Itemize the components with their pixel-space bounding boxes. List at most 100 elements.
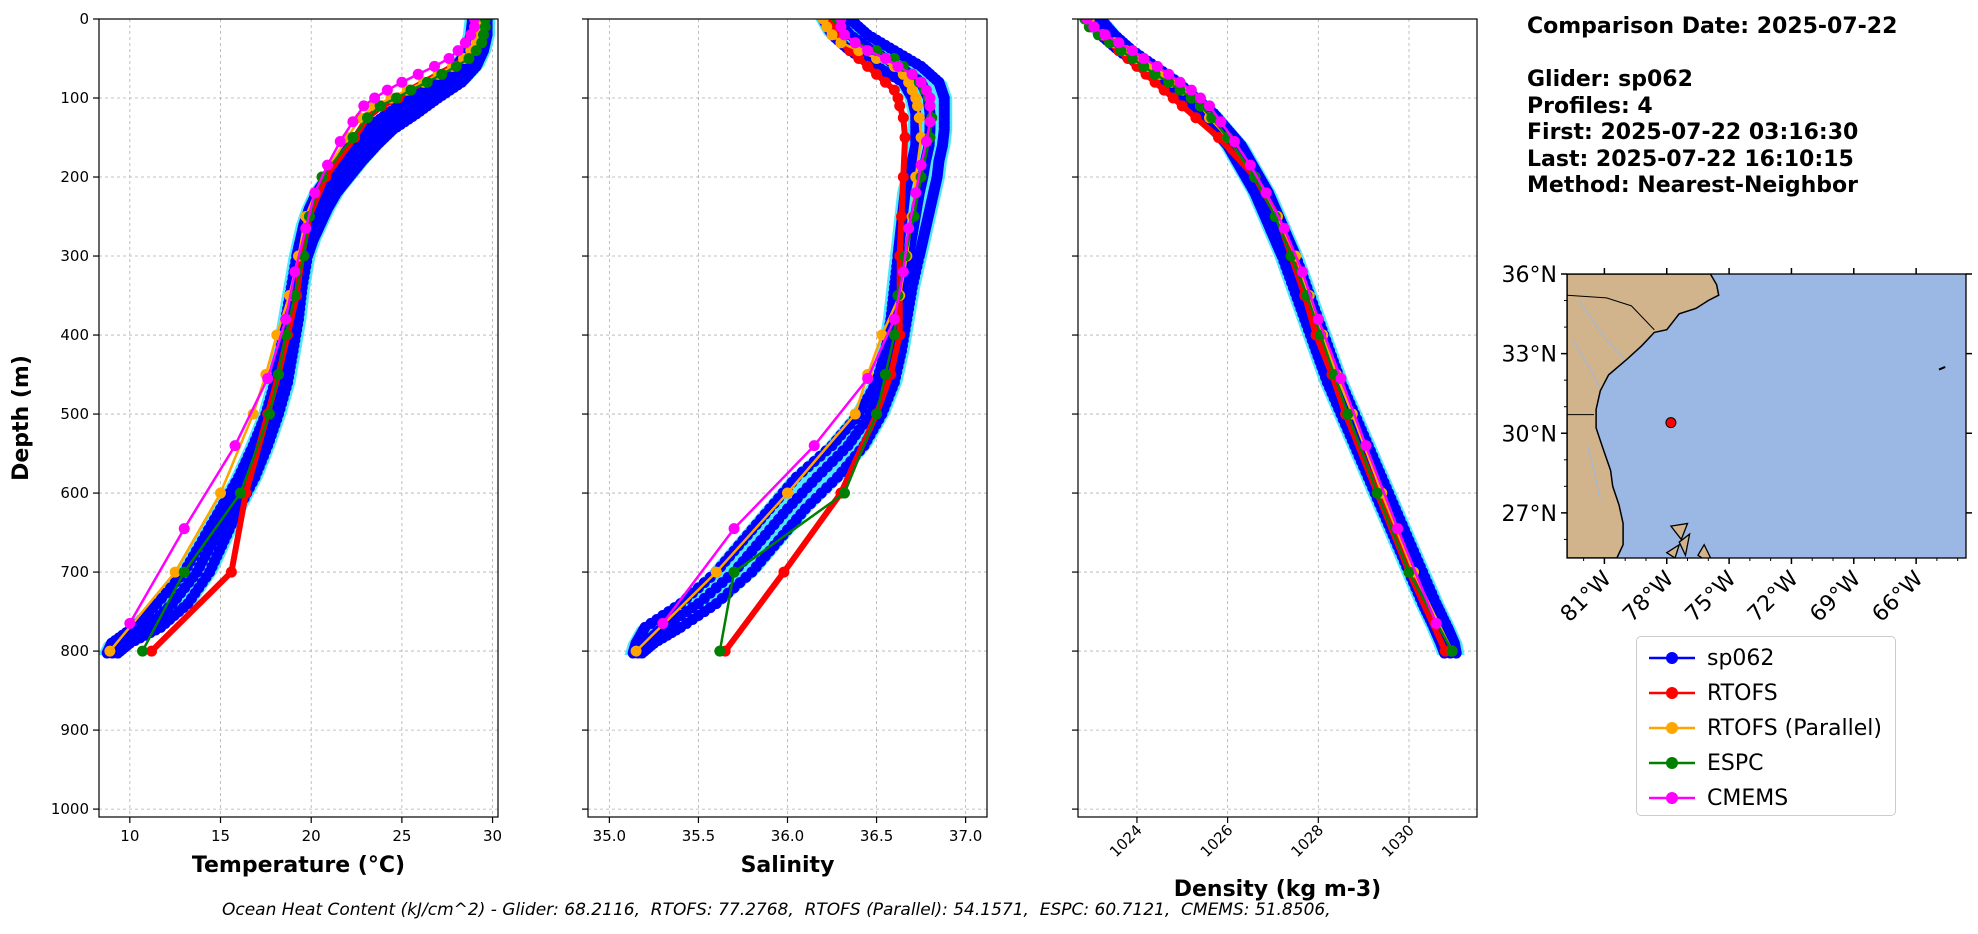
series-point xyxy=(322,159,334,171)
series-point xyxy=(1163,68,1175,80)
lat-tick-label: 27°N xyxy=(1502,502,1557,527)
series-point xyxy=(1088,21,1100,33)
map-frame xyxy=(1566,273,1967,559)
x-tick-label: 37.0 xyxy=(949,827,982,845)
lat-tick-label: 33°N xyxy=(1502,343,1557,368)
series-point xyxy=(808,440,820,452)
profile-count: Profiles: 4 xyxy=(1527,93,1653,119)
lon-tick-label: 72°W xyxy=(1743,566,1804,627)
series-point xyxy=(1081,19,1093,25)
series-point xyxy=(1215,116,1227,128)
map-area xyxy=(1567,274,1966,558)
y-tick-label: 400 xyxy=(60,326,89,344)
series-point xyxy=(1190,112,1202,124)
series-point xyxy=(137,645,149,657)
series-point xyxy=(470,45,482,57)
series-point xyxy=(234,487,246,499)
legend-label: sp062 xyxy=(1707,645,1775,671)
series-point xyxy=(853,53,865,65)
series-point xyxy=(263,408,275,420)
series-point xyxy=(262,372,274,384)
series-point xyxy=(906,68,918,80)
series-point xyxy=(443,53,455,65)
legend-swatch-sp062 xyxy=(1649,652,1695,664)
y-tick-label: 500 xyxy=(60,405,89,423)
y-tick-label: 100 xyxy=(60,89,89,107)
series-point xyxy=(849,408,861,420)
legend: sp062 RTOFS RTOFS (Parallel) ESPC CMEMS xyxy=(1636,636,1896,816)
legend-swatch-cmems xyxy=(1649,792,1695,804)
series-point xyxy=(104,645,116,657)
series-point xyxy=(862,45,874,57)
series-point xyxy=(913,112,925,124)
series-point xyxy=(714,645,726,657)
lon-tick-label: 78°W xyxy=(1618,566,1679,627)
lon-tick-label: 69°W xyxy=(1805,566,1866,627)
legend-swatch-espc xyxy=(1649,757,1695,769)
series-point xyxy=(912,100,924,112)
series-point xyxy=(280,313,292,325)
first-time: First: 2025-07-22 03:16:30 xyxy=(1527,120,1859,145)
series-point xyxy=(778,566,790,578)
series-point xyxy=(1151,60,1163,72)
plot-area xyxy=(99,19,496,659)
series-point xyxy=(421,76,433,88)
x-tick-label: 1024 xyxy=(1106,821,1146,861)
y-tick-label: 700 xyxy=(60,563,89,581)
series-point xyxy=(1260,187,1272,199)
glider-location-marker xyxy=(1665,417,1677,429)
x-tick-label: 36.0 xyxy=(771,827,804,845)
series-point xyxy=(782,487,793,499)
series-point xyxy=(862,372,874,384)
last-time: Last: 2025-07-22 16:10:15 xyxy=(1527,146,1854,172)
legend-label: CMEMS xyxy=(1707,785,1789,811)
series-point xyxy=(178,566,190,578)
series-point xyxy=(876,329,888,341)
y-tick-label: 1000 xyxy=(51,800,89,818)
state-border xyxy=(1567,294,1655,331)
series-point xyxy=(630,645,642,657)
series-point xyxy=(1360,440,1372,452)
series-point xyxy=(1099,29,1111,41)
series-point xyxy=(879,369,891,381)
x-tick-label: 36.5 xyxy=(860,827,893,845)
legend-swatch-rtofs xyxy=(1649,687,1695,699)
series-point xyxy=(924,92,936,104)
series-point xyxy=(1403,566,1415,578)
legend-label: ESPC xyxy=(1707,750,1764,776)
profile-panel-1: 10 15 20 25 30010020030040050060070080090010… xyxy=(9,10,502,878)
series-point xyxy=(452,45,464,57)
x-axis-label: Salinity xyxy=(741,853,835,878)
plot-area xyxy=(1079,19,1465,659)
series-point xyxy=(1446,645,1458,657)
series-point xyxy=(1185,84,1197,96)
series-point xyxy=(273,369,285,381)
series-point xyxy=(289,266,301,278)
plot-area xyxy=(624,19,953,659)
series-point xyxy=(476,37,488,49)
series-point xyxy=(169,566,181,578)
island xyxy=(1665,543,1681,558)
series-line-cmems xyxy=(1086,19,1438,624)
series-point xyxy=(436,68,448,80)
y-tick-label: 900 xyxy=(60,721,89,739)
series-point xyxy=(728,566,740,578)
series-point xyxy=(429,60,441,72)
series-point xyxy=(396,76,408,88)
lat-tick-label: 36°N xyxy=(1502,263,1557,288)
legend-item-espc: ESPC xyxy=(1647,746,1895,780)
series-point xyxy=(826,29,838,41)
x-tick-label: 20 xyxy=(302,827,321,845)
ocean-heat-content-footer: Ocean Heat Content (kJ/cm^2) - Glider: 6… xyxy=(222,900,1331,920)
series-point xyxy=(1213,132,1225,144)
comparison-date: Comparison Date: 2025-07-22 xyxy=(1527,14,1898,39)
series-point xyxy=(894,100,906,112)
series-point xyxy=(897,171,909,183)
series-point xyxy=(178,523,190,535)
y-tick-label: 300 xyxy=(60,247,89,265)
lon-tick-label: 66°W xyxy=(1868,566,1929,627)
series-point xyxy=(463,53,475,65)
series-point xyxy=(225,566,237,578)
info-panel: Comparison Date: 2025-07-22 Glider: sp06… xyxy=(1527,14,1897,200)
series-point xyxy=(1392,523,1404,535)
